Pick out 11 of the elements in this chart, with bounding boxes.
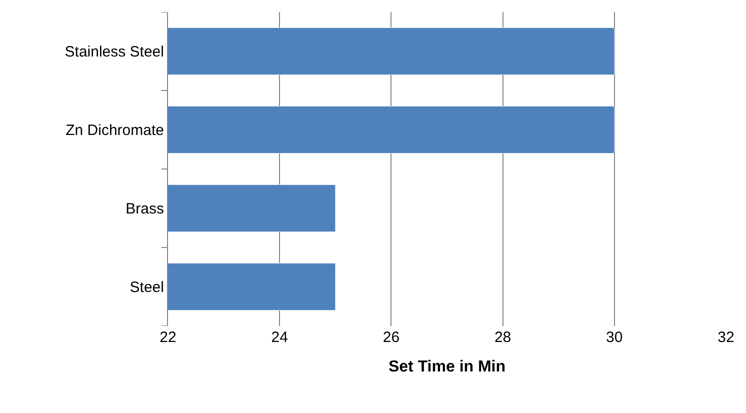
x-tick-label: 30 <box>606 329 623 346</box>
y-tick-label: Zn Dichromate <box>66 122 164 139</box>
x-axis-title: Set Time in Min <box>388 358 506 376</box>
y-tick-label: Stainless Steel <box>64 44 164 60</box>
x-tick-label: 26 <box>382 329 400 346</box>
y-tick-label: Brass <box>126 200 164 218</box>
x-tick-label: 24 <box>271 329 288 346</box>
x-tick-label: 32 <box>718 329 734 346</box>
x-tick-label: 28 <box>494 329 512 346</box>
y-tick-label: Steel <box>130 279 164 296</box>
x-tick-label: 22 <box>160 329 176 346</box>
